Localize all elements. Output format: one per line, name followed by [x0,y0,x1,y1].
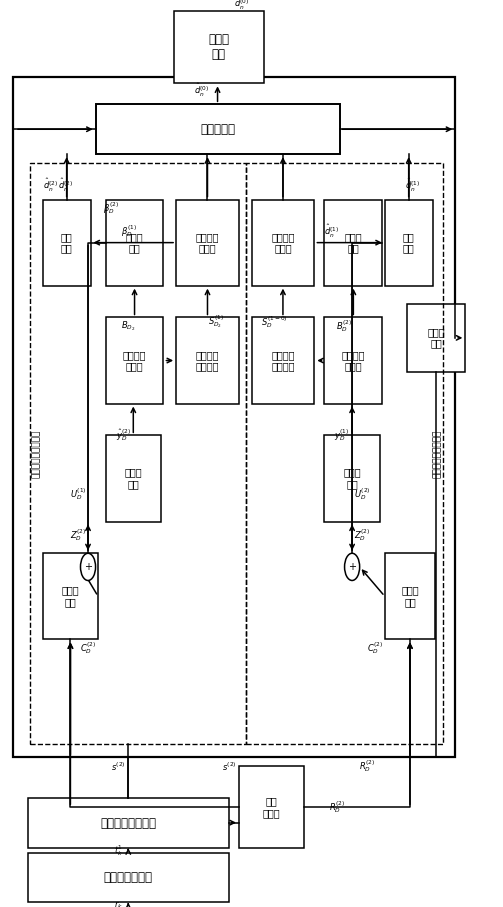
FancyBboxPatch shape [176,317,239,404]
Text: 反馈滤
波器: 反馈滤 波器 [345,232,362,253]
Text: $\hat{d}_n^{(1)}$: $\hat{d}_n^{(1)}$ [324,223,340,239]
Text: 傅里叶逆
变换器: 傅里叶逆 变换器 [123,350,146,371]
Text: $\hat{d}_n^{(1)}$: $\hat{d}_n^{(1)}$ [405,178,420,194]
Text: 硬判
决器: 硬判 决器 [61,232,72,253]
FancyBboxPatch shape [174,11,264,83]
FancyBboxPatch shape [176,200,239,286]
Text: $\hat{d}_n^{(2)}$: $\hat{d}_n^{(2)}$ [58,178,73,194]
FancyBboxPatch shape [252,200,314,286]
FancyBboxPatch shape [43,200,91,286]
Text: $C_D^{(2)}$: $C_D^{(2)}$ [80,640,96,657]
Text: $s^{(2)}$: $s^{(2)}$ [111,760,126,773]
Text: $\beta_D^{(1)}$: $\beta_D^{(1)}$ [121,223,137,239]
FancyBboxPatch shape [385,553,435,639]
Text: $C_D^{(2)}$: $C_D^{(2)}$ [367,640,383,657]
Text: 时间
翻转器: 时间 翻转器 [263,796,281,818]
Text: 时间翻
转器: 时间翻 转器 [428,327,445,348]
Text: $Z_D^{(2)}$: $Z_D^{(2)}$ [354,527,370,543]
Text: $r_k$: $r_k$ [114,900,123,907]
Text: 第１主滤波器路: 第１主滤波器路 [104,871,153,884]
FancyBboxPatch shape [407,304,465,372]
Text: $s^{(2)}$: $s^{(2)}$ [221,760,236,773]
Text: $\hat{y}_D^{(2)}$: $\hat{y}_D^{(2)}$ [116,427,131,444]
Text: 反馈滤
波器: 反馈滤 波器 [126,232,143,253]
Text: $B_D^{(2)}$: $B_D^{(2)}$ [337,318,353,335]
Text: $\hat{d}_n^{(0)}$: $\hat{d}_n^{(0)}$ [194,83,209,99]
Text: 第二傅里
叶变换器: 第二傅里 叶变换器 [196,350,219,371]
Text: $R_D^{(2)}$: $R_D^{(2)}$ [359,758,375,775]
Circle shape [345,553,360,580]
Text: $\hat{d}_n^{(0)}$: $\hat{d}_n^{(0)}$ [234,0,249,12]
Text: 反向频域迭代均衡器: 反向频域迭代均衡器 [433,429,442,478]
Text: 硬判
决器: 硬判 决器 [403,232,414,253]
FancyBboxPatch shape [385,200,433,286]
Text: 傅里叶逆
变换器: 傅里叶逆 变换器 [342,350,365,371]
FancyBboxPatch shape [28,853,229,902]
Text: $B_{D_2}$: $B_{D_2}$ [121,320,135,333]
FancyBboxPatch shape [96,104,340,154]
Text: $Z_D^{(2)}$: $Z_D^{(2)}$ [70,527,86,543]
Text: +: + [84,561,92,572]
Text: $S_{D_2}^{(1)}$: $S_{D_2}^{(1)}$ [208,314,224,330]
Text: 第三傅里
叶变换器: 第三傅里 叶变换器 [271,350,295,371]
Text: 串并转
换器: 串并转 换器 [124,468,142,489]
FancyBboxPatch shape [106,317,163,404]
Text: 前馈滤
波器: 前馈滤 波器 [61,586,79,607]
FancyBboxPatch shape [252,317,314,404]
Text: $t_k^1$: $t_k^1$ [114,844,123,858]
Text: $y_D^{(1)}$: $y_D^{(1)}$ [334,427,350,444]
FancyBboxPatch shape [324,317,382,404]
Text: $R_D^{(2)}$: $R_D^{(2)}$ [329,799,345,815]
Text: 第三并串
转换器: 第三并串 转换器 [271,232,295,253]
Text: $\beta_D^{(2)}$: $\beta_D^{(2)}$ [103,200,119,217]
FancyBboxPatch shape [239,766,304,848]
Text: +: + [348,561,356,572]
Text: 前馈滤
波器: 前馈滤 波器 [401,586,419,607]
Text: 判决检
测器: 判决检 测器 [208,34,229,61]
FancyBboxPatch shape [106,435,161,522]
FancyBboxPatch shape [43,553,98,639]
Text: 串并转
换器: 串并转 换器 [343,468,361,489]
Circle shape [80,553,96,580]
FancyBboxPatch shape [106,200,163,286]
Text: 第１辅训练序列路: 第１辅训练序列路 [100,816,156,830]
Text: $S_D^{(1-0)}$: $S_D^{(1-0)}$ [261,314,288,330]
Text: 双权合并器: 双权合并器 [200,122,235,136]
FancyBboxPatch shape [324,435,380,522]
FancyBboxPatch shape [324,200,382,286]
FancyBboxPatch shape [28,798,229,848]
Text: $U_D^{(1)}$: $U_D^{(1)}$ [69,486,87,502]
Text: 正向频域迭代均衡器: 正向频域迭代均衡器 [32,429,41,478]
Text: $U_D^{(2)}$: $U_D^{(2)}$ [354,486,371,502]
Text: $\hat{d}_n^{(2)}$: $\hat{d}_n^{(2)}$ [43,178,58,194]
Text: 第二并串
转换器: 第二并串 转换器 [196,232,219,253]
